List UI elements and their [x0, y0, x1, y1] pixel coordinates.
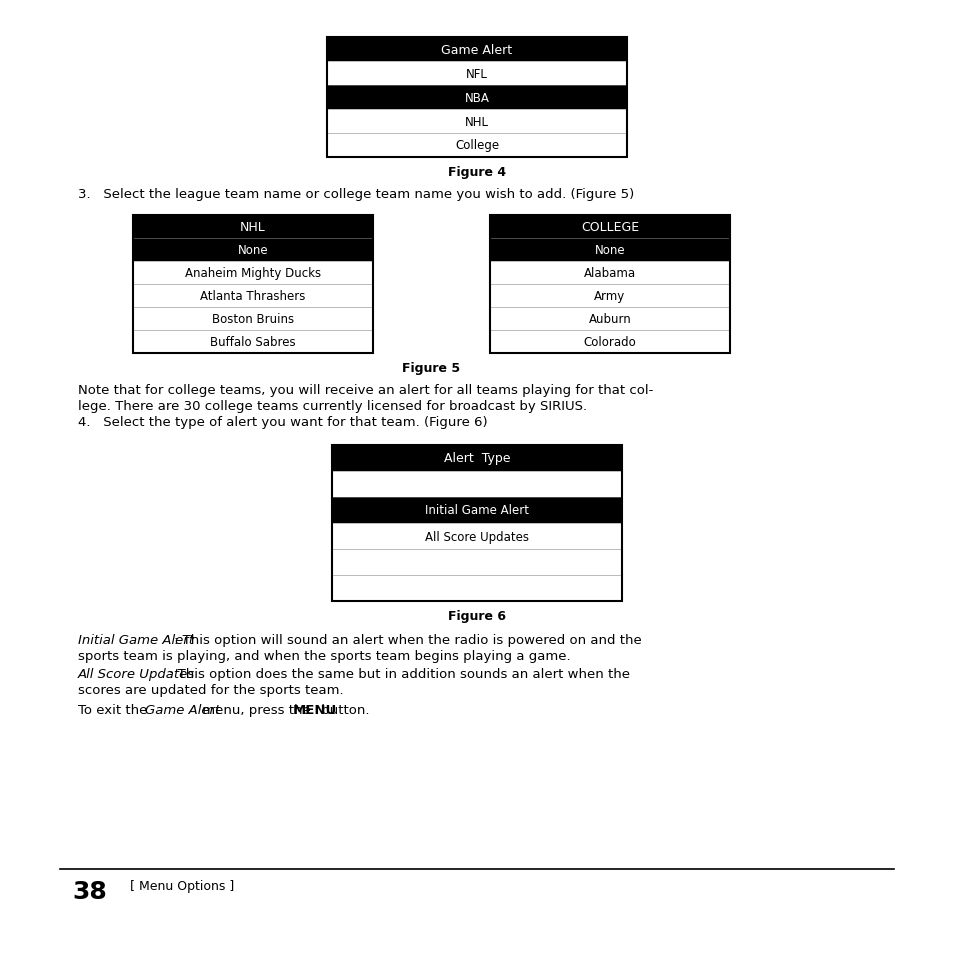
Bar	[132, 239, 373, 262]
Bar	[327, 38, 626, 158]
Text: button.: button.	[317, 703, 370, 717]
Text: COLLEGE: COLLEGE	[580, 221, 639, 233]
Text: Alabama: Alabama	[583, 267, 636, 280]
Bar	[327, 38, 626, 158]
Text: None: None	[237, 244, 268, 256]
Text: All Score Updates: All Score Updates	[78, 667, 195, 680]
Text: Alert  Type: Alert Type	[443, 452, 510, 465]
Text: None: None	[594, 244, 624, 256]
Text: Figure 5: Figure 5	[402, 361, 460, 375]
Text: MENU: MENU	[293, 703, 336, 717]
Bar	[490, 215, 729, 354]
Text: NFL: NFL	[466, 68, 487, 80]
Text: NHL: NHL	[240, 221, 266, 233]
Bar	[327, 62, 626, 86]
Bar	[490, 308, 729, 331]
Bar	[490, 239, 729, 262]
Text: NHL: NHL	[464, 115, 489, 129]
Bar	[132, 285, 373, 308]
Text: menu, press the: menu, press the	[198, 703, 314, 717]
Bar	[132, 308, 373, 331]
Text: Colorado: Colorado	[583, 335, 636, 349]
Text: scores are updated for the sports team.: scores are updated for the sports team.	[78, 683, 343, 697]
Bar	[132, 262, 373, 285]
Bar	[332, 523, 621, 550]
Bar	[327, 38, 626, 62]
Bar	[332, 550, 621, 576]
Text: College: College	[455, 139, 498, 152]
Bar	[490, 331, 729, 354]
Bar	[332, 497, 621, 523]
Text: : This option does the same but in addition sounds an alert when the: : This option does the same but in addit…	[169, 667, 629, 680]
Text: Anaheim Mighty Ducks: Anaheim Mighty Ducks	[185, 267, 321, 280]
Text: To exit the: To exit the	[78, 703, 152, 717]
Text: Initial Game Alert: Initial Game Alert	[78, 634, 193, 646]
Bar	[332, 446, 621, 601]
Bar	[490, 215, 729, 354]
Text: Note that for college teams, you will receive an alert for all teams playing for: Note that for college teams, you will re…	[78, 384, 653, 396]
Text: Army: Army	[594, 290, 625, 303]
Bar	[332, 576, 621, 601]
Bar	[490, 215, 729, 239]
Bar	[132, 331, 373, 354]
Bar	[132, 215, 373, 354]
Text: sports team is playing, and when the sports team begins playing a game.: sports team is playing, and when the spo…	[78, 649, 570, 662]
Bar	[327, 133, 626, 158]
Text: : This option will sound an alert when the radio is powered on and the: : This option will sound an alert when t…	[174, 634, 641, 646]
Bar	[327, 86, 626, 110]
Text: 38: 38	[71, 879, 107, 903]
Bar	[132, 215, 373, 354]
Text: lege. There are 30 college teams currently licensed for broadcast by SIRIUS.: lege. There are 30 college teams current…	[78, 399, 586, 413]
Text: Boston Bruins: Boston Bruins	[212, 313, 294, 326]
Text: [ Menu Options ]: [ Menu Options ]	[130, 879, 234, 892]
Text: Game Alert: Game Alert	[441, 44, 512, 56]
Bar	[332, 472, 621, 497]
Bar	[490, 262, 729, 285]
Text: Figure 6: Figure 6	[448, 609, 505, 622]
Bar	[327, 110, 626, 133]
Text: Atlanta Thrashers: Atlanta Thrashers	[200, 290, 305, 303]
Text: 4.   Select the type of alert you want for that team. (Figure 6): 4. Select the type of alert you want for…	[78, 416, 487, 429]
Bar	[332, 446, 621, 601]
Text: NBA: NBA	[464, 91, 489, 105]
Text: Figure 4: Figure 4	[448, 166, 505, 179]
Text: Initial Game Alert: Initial Game Alert	[424, 504, 529, 517]
Text: All Score Updates: All Score Updates	[424, 530, 529, 543]
Text: Auburn: Auburn	[588, 313, 631, 326]
Bar	[332, 446, 621, 472]
Text: Game Alert: Game Alert	[145, 703, 219, 717]
Text: 3.   Select the league team name or college team name you wish to add. (Figure 5: 3. Select the league team name or colleg…	[78, 188, 634, 201]
Bar	[132, 215, 373, 239]
Bar	[490, 285, 729, 308]
Text: Buffalo Sabres: Buffalo Sabres	[210, 335, 295, 349]
